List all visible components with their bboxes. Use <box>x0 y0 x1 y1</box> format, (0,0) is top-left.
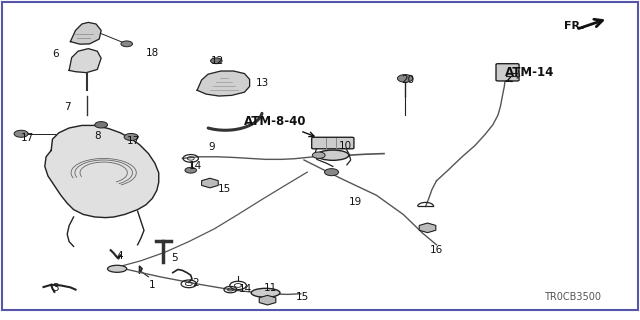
Text: 7: 7 <box>64 102 70 112</box>
Text: 17: 17 <box>21 133 35 143</box>
Text: 16: 16 <box>430 245 444 255</box>
FancyBboxPatch shape <box>312 137 354 149</box>
Text: 20: 20 <box>401 75 415 85</box>
Text: 3: 3 <box>52 283 59 293</box>
Polygon shape <box>197 71 250 96</box>
Circle shape <box>14 130 28 137</box>
Polygon shape <box>45 125 159 218</box>
Text: 5: 5 <box>172 252 178 263</box>
Circle shape <box>211 58 222 64</box>
Text: 17: 17 <box>127 136 140 147</box>
FancyBboxPatch shape <box>496 64 519 81</box>
Text: 13: 13 <box>256 78 269 88</box>
Text: 14: 14 <box>189 161 202 172</box>
Text: 12: 12 <box>211 56 225 66</box>
Text: 18: 18 <box>146 48 159 58</box>
Polygon shape <box>70 22 101 44</box>
Text: FR.: FR. <box>564 20 584 31</box>
Text: 11: 11 <box>264 283 277 293</box>
Circle shape <box>124 133 138 140</box>
Text: 15: 15 <box>296 292 309 302</box>
Circle shape <box>420 224 435 232</box>
Text: ATM-14: ATM-14 <box>505 66 555 82</box>
Circle shape <box>324 169 339 176</box>
Text: 14: 14 <box>239 284 252 294</box>
Text: 15: 15 <box>218 184 231 194</box>
Text: 2: 2 <box>192 278 198 288</box>
Polygon shape <box>69 49 101 73</box>
Circle shape <box>185 167 196 173</box>
Text: 10: 10 <box>339 140 353 151</box>
Text: ATM-8-40: ATM-8-40 <box>244 115 314 137</box>
Ellipse shape <box>108 265 127 272</box>
Circle shape <box>260 296 275 304</box>
Ellipse shape <box>317 150 349 160</box>
Text: 1: 1 <box>149 280 156 290</box>
Text: 8: 8 <box>95 131 101 141</box>
Text: 19: 19 <box>349 196 362 207</box>
Circle shape <box>312 152 325 158</box>
Text: TR0CB3500: TR0CB3500 <box>544 292 602 302</box>
Ellipse shape <box>251 288 280 297</box>
Circle shape <box>202 179 218 187</box>
Circle shape <box>121 41 132 47</box>
Text: 4: 4 <box>116 251 123 261</box>
Text: 9: 9 <box>208 142 214 152</box>
Text: 6: 6 <box>52 49 59 60</box>
Circle shape <box>397 75 413 82</box>
Circle shape <box>95 122 108 128</box>
